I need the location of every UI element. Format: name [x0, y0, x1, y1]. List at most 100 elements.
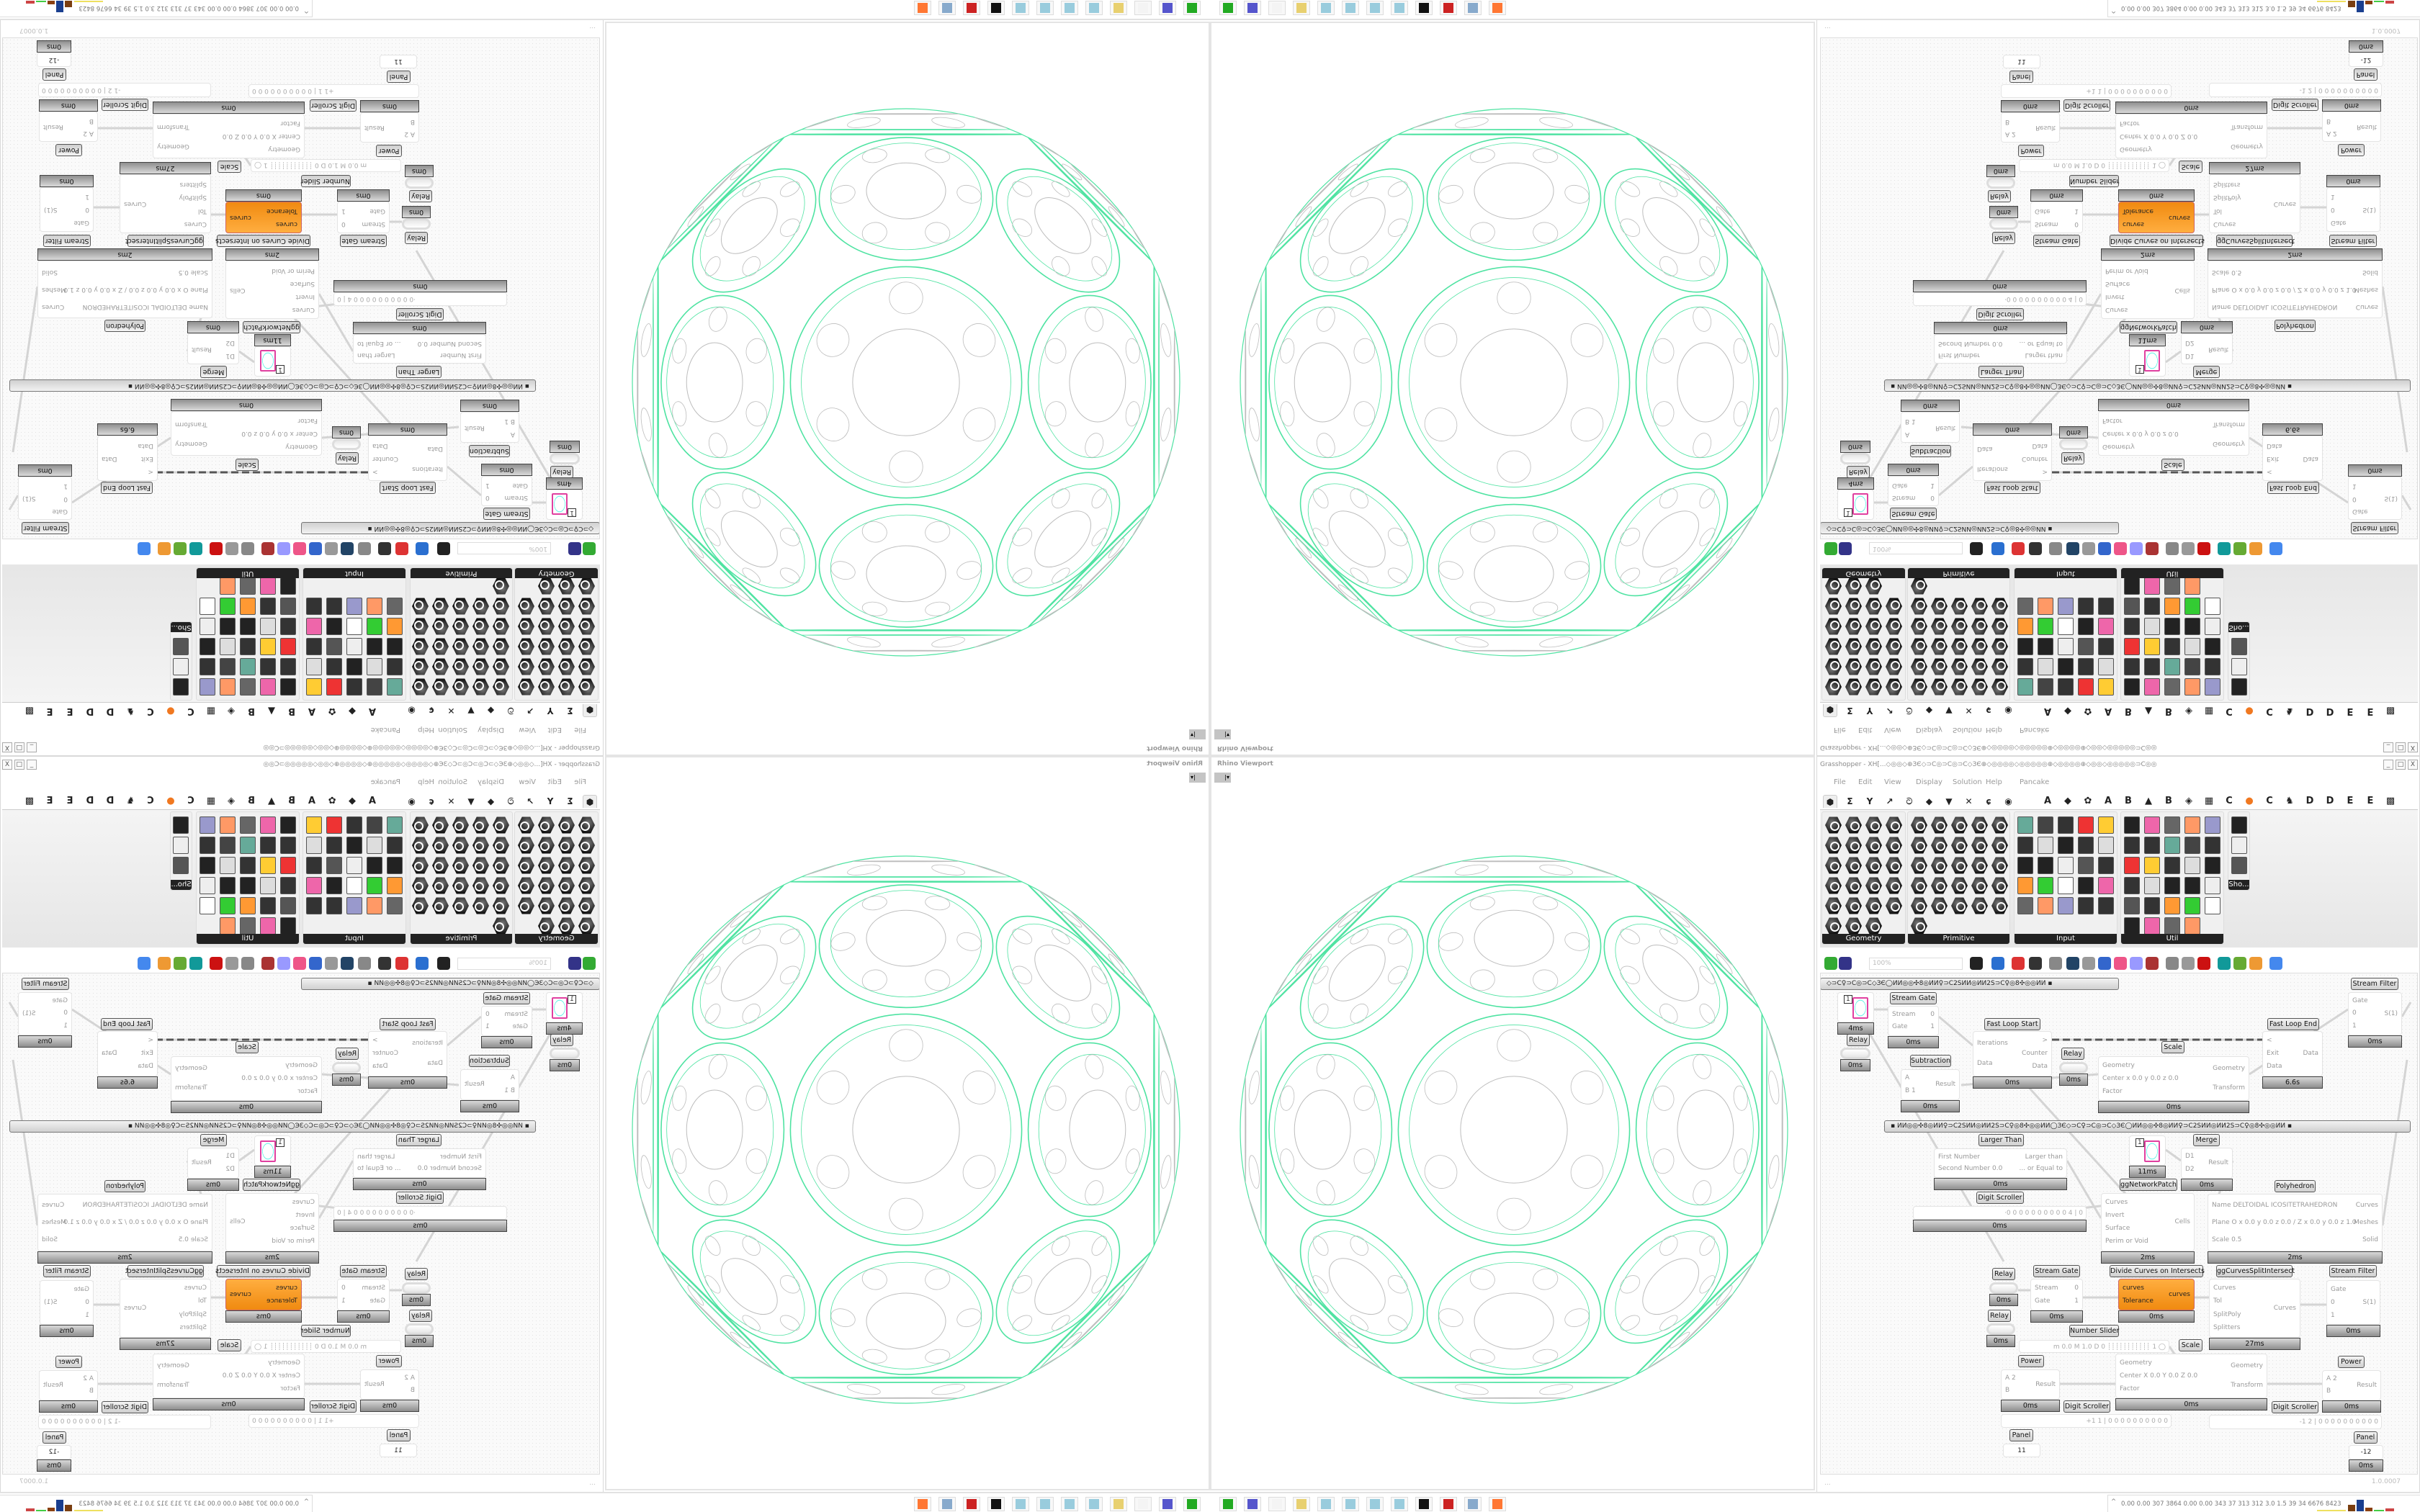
- surface-icon[interactable]: ◆: [487, 706, 495, 716]
- power-label[interactable]: Power: [2338, 1356, 2365, 1368]
- geometry-cache-icon[interactable]: [518, 598, 534, 615]
- input-param[interactable]: Gate: [2331, 219, 2347, 227]
- number-slider-label[interactable]: Number Slider: [2069, 1325, 2119, 1337]
- stream-gate-component[interactable]: Stream Gate 0 1: [2030, 1279, 2083, 1310]
- stream-gate-component[interactable]: Stream Gate 0 1: [1888, 476, 1939, 506]
- output-param[interactable]: S(1): [44, 1298, 58, 1306]
- toggle-frame-icon[interactable]: [2038, 816, 2053, 834]
- power-component[interactable]: A 2 B Result: [39, 1370, 98, 1400]
- timer-icon[interactable]: [240, 857, 256, 874]
- output-param[interactable]: Geometry: [157, 143, 189, 150]
- output-param[interactable]: Transform: [157, 1382, 189, 1389]
- subtraction-label[interactable]: Subtraction: [1910, 1055, 1951, 1067]
- input-param[interactable]: 1: [2352, 1022, 2357, 1030]
- menu-solution[interactable]: Solution: [1953, 778, 1982, 786]
- output-param[interactable]: Data: [2032, 441, 2048, 449]
- tab-a-icon[interactable]: A: [2043, 706, 2052, 716]
- id-icon[interactable]: [306, 897, 322, 914]
- graph-icon[interactable]: [2058, 678, 2074, 696]
- input-param[interactable]: <: [148, 1036, 153, 1044]
- output-param[interactable]: Larger than: [357, 1153, 395, 1161]
- snapshot-icon[interactable]: [325, 542, 338, 555]
- display-icon[interactable]: ◉: [2004, 796, 2012, 806]
- calculator-icon[interactable]: [1464, 1, 1482, 15]
- sets-icon[interactable]: Y: [547, 796, 554, 806]
- spiral-util-icon[interactable]: [220, 658, 236, 675]
- scale-label[interactable]: Scale: [2179, 1339, 2202, 1351]
- vr-headset-2-icon[interactable]: [2231, 658, 2247, 675]
- output-param[interactable]: curves: [2169, 1290, 2190, 1298]
- input-param[interactable]: Splitters: [179, 180, 207, 188]
- input-param[interactable]: SplitPoly: [179, 1310, 207, 1318]
- package-icon[interactable]: [2114, 542, 2127, 555]
- output-param[interactable]: Meshes: [42, 1218, 66, 1226]
- number-icon[interactable]: [1971, 877, 1988, 894]
- relay-label[interactable]: Relay: [1847, 1034, 1870, 1046]
- ggnetworkpatch-label[interactable]: ggNetworkPatch: [243, 1179, 300, 1191]
- input-param[interactable]: Geometry: [285, 1061, 318, 1069]
- gradient-icon[interactable]: [2017, 658, 2033, 675]
- transform-icon[interactable]: ɕ: [1986, 706, 1991, 716]
- notepad-icon[interactable]: [1391, 1, 1408, 15]
- menu-help[interactable]: Help: [418, 778, 434, 786]
- pencil-icon[interactable]: [260, 638, 276, 655]
- wireframe-icon[interactable]: [2182, 542, 2195, 555]
- output-param[interactable]: Transform: [175, 1084, 207, 1092]
- line-icon[interactable]: [558, 816, 575, 834]
- inkscape-icon[interactable]: [1415, 1, 1433, 15]
- egg-icon[interactable]: [2164, 618, 2180, 635]
- input-param[interactable]: Gate: [2035, 207, 2051, 215]
- tab-c-icon[interactable]: C: [2226, 796, 2233, 806]
- relay-component[interactable]: [402, 218, 431, 230]
- input-param[interactable]: Geometry: [2120, 145, 2152, 153]
- button-icon[interactable]: [2078, 857, 2094, 874]
- matrix-icon[interactable]: [1951, 678, 1968, 696]
- vector-icon[interactable]: [1825, 638, 1842, 655]
- toggle-icon[interactable]: [2098, 837, 2114, 854]
- menu-file[interactable]: File: [1834, 726, 1846, 734]
- firefox-icon[interactable]: [914, 1497, 931, 1511]
- ggnetworkpatch-component[interactable]: Curves Invert Surface Perim or Void Cells: [225, 1193, 319, 1251]
- flask-icon[interactable]: [200, 638, 215, 655]
- group-icon[interactable]: [1865, 618, 1882, 635]
- output-param[interactable]: >: [2042, 468, 2048, 476]
- preview-eye-icon[interactable]: [416, 957, 429, 970]
- checker-icon[interactable]: [2098, 857, 2114, 874]
- input-param[interactable]: Perim or Void: [272, 266, 315, 274]
- zoom-extents-icon[interactable]: [1970, 957, 1983, 970]
- tree-util-icon[interactable]: [2124, 877, 2140, 894]
- next-arrow-icon[interactable]: [2144, 917, 2160, 935]
- output-param[interactable]: 0: [2074, 1284, 2079, 1292]
- solution-icon[interactable]: [2098, 542, 2111, 555]
- merge-label[interactable]: Merge: [200, 366, 227, 378]
- stream-gate-component[interactable]: Stream Gate 0 1: [2030, 202, 2083, 233]
- arc-icon[interactable]: [578, 897, 595, 914]
- orange-sphere-icon[interactable]: [2249, 957, 2262, 970]
- input-param[interactable]: Gate: [73, 1285, 89, 1293]
- input-param[interactable]: A: [1905, 1074, 1910, 1082]
- scroller-value[interactable]: +1 1 | 0 0 0 0 0 0 0 0 0 0: [252, 87, 334, 94]
- notepad-icon[interactable]: [1085, 1497, 1103, 1511]
- input-param[interactable]: First Number: [440, 351, 482, 359]
- presentation-icon[interactable]: [2231, 857, 2247, 874]
- input-param[interactable]: Splitters: [2213, 1324, 2241, 1332]
- pdb-icon[interactable]: [2038, 877, 2053, 894]
- color-wheel-icon[interactable]: [367, 857, 382, 874]
- gradient-icon[interactable]: [387, 837, 403, 854]
- axes-icon[interactable]: [280, 857, 296, 874]
- output-param[interactable]: Data: [2303, 1050, 2319, 1057]
- ggcurvessplitintersect-component[interactable]: Curves Tol SplitPoly Splitters Curves: [120, 1279, 211, 1338]
- menu-pancake[interactable]: Pancake: [2020, 726, 2050, 734]
- color-wheel-icon[interactable]: [2038, 638, 2053, 655]
- digit-scroller-label[interactable]: Digit Scroller: [2063, 99, 2110, 112]
- arrow-icon[interactable]: [240, 816, 256, 834]
- solution-icon[interactable]: [309, 542, 322, 555]
- search-icon[interactable]: [240, 837, 256, 854]
- magnet-icon[interactable]: [1865, 917, 1882, 935]
- complex-icon[interactable]: [452, 877, 469, 894]
- output-param[interactable]: 0: [1930, 494, 1935, 501]
- output-param[interactable]: Result: [1935, 424, 1955, 431]
- stream-filter-component[interactable]: Gate 0 1 S(1): [2348, 992, 2402, 1035]
- magnet-u-icon[interactable]: [260, 678, 276, 696]
- value-list-icon[interactable]: [2038, 897, 2053, 914]
